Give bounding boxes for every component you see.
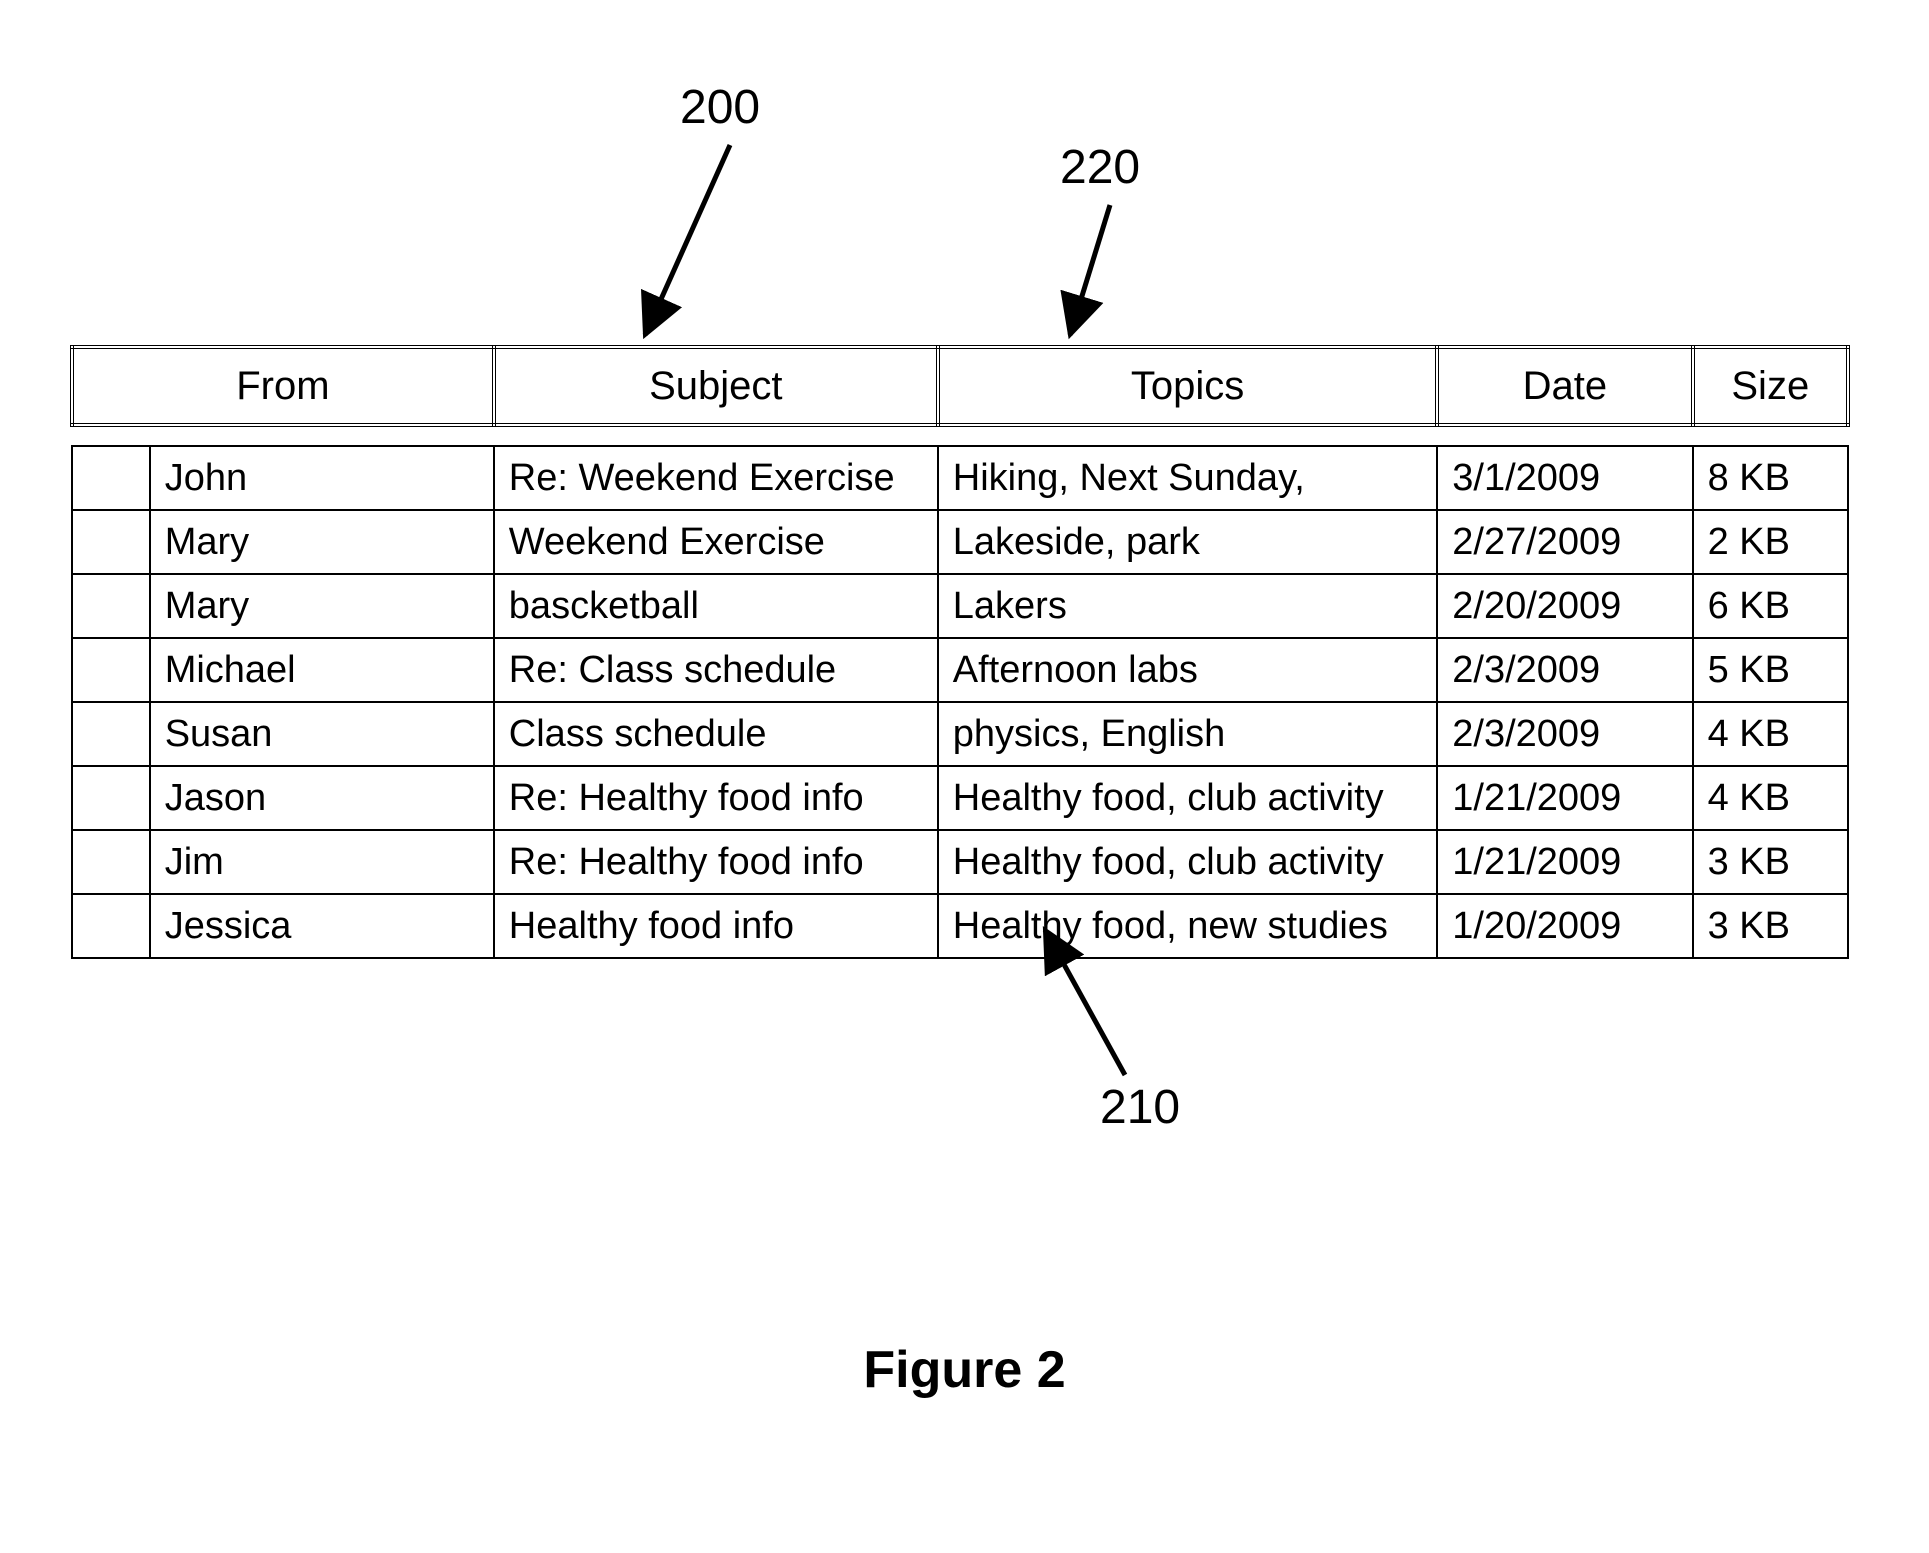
cell-size: 5 KB xyxy=(1693,638,1848,702)
row-selector[interactable] xyxy=(72,830,150,894)
cell-topics: Healthy food, club activity xyxy=(938,830,1437,894)
cell-subject: bascketball xyxy=(494,574,938,638)
col-header-topics[interactable]: Topics xyxy=(938,347,1437,425)
cell-size: 6 KB xyxy=(1693,574,1848,638)
cell-from: Mary xyxy=(150,510,494,574)
table-row[interactable]: Mary Weekend Exercise Lakeside, park 2/2… xyxy=(72,510,1848,574)
cell-date: 3/1/2009 xyxy=(1437,446,1692,510)
row-selector[interactable] xyxy=(72,574,150,638)
cell-from: Jessica xyxy=(150,894,494,958)
annotation-200: 200 xyxy=(680,80,760,135)
cell-from: Jim xyxy=(150,830,494,894)
cell-size: 8 KB xyxy=(1693,446,1848,510)
email-table: From Subject Topics Date Size John Re: W… xyxy=(70,345,1850,959)
cell-from: John xyxy=(150,446,494,510)
cell-size: 2 KB xyxy=(1693,510,1848,574)
cell-from: Susan xyxy=(150,702,494,766)
cell-topics: Hiking, Next Sunday, xyxy=(938,446,1437,510)
cell-topics: physics, English xyxy=(938,702,1437,766)
cell-topics: Healthy food, new studies xyxy=(938,894,1437,958)
cell-subject: Re: Class schedule xyxy=(494,638,938,702)
table-row[interactable]: John Re: Weekend Exercise Hiking, Next S… xyxy=(72,446,1848,510)
row-selector[interactable] xyxy=(72,894,150,958)
row-selector[interactable] xyxy=(72,702,150,766)
cell-date: 1/20/2009 xyxy=(1437,894,1692,958)
cell-subject: Re: Healthy food info xyxy=(494,766,938,830)
table-row[interactable]: Susan Class schedule physics, English 2/… xyxy=(72,702,1848,766)
figure-caption: Figure 2 xyxy=(0,1340,1929,1400)
cell-from: Jason xyxy=(150,766,494,830)
cell-subject: Re: Weekend Exercise xyxy=(494,446,938,510)
row-selector[interactable] xyxy=(72,446,150,510)
row-selector[interactable] xyxy=(72,638,150,702)
annotation-210: 210 xyxy=(1100,1080,1180,1135)
table-row[interactable]: Jim Re: Healthy food info Healthy food, … xyxy=(72,830,1848,894)
annotation-220: 220 xyxy=(1060,140,1140,195)
cell-from: Michael xyxy=(150,638,494,702)
table-row[interactable]: Michael Re: Class schedule Afternoon lab… xyxy=(72,638,1848,702)
cell-subject: Healthy food info xyxy=(494,894,938,958)
row-selector[interactable] xyxy=(72,766,150,830)
cell-subject: Re: Healthy food info xyxy=(494,830,938,894)
cell-date: 2/3/2009 xyxy=(1437,638,1692,702)
cell-size: 4 KB xyxy=(1693,766,1848,830)
cell-date: 1/21/2009 xyxy=(1437,830,1692,894)
cell-topics: Afternoon labs xyxy=(938,638,1437,702)
cell-size: 3 KB xyxy=(1693,830,1848,894)
table-row[interactable]: Mary bascketball Lakers 2/20/2009 6 KB xyxy=(72,574,1848,638)
figure-canvas: 200 220 210 From Sub xyxy=(0,0,1929,1553)
table-header-row: From Subject Topics Date Size xyxy=(72,347,1848,425)
cell-date: 2/27/2009 xyxy=(1437,510,1692,574)
col-header-subject[interactable]: Subject xyxy=(494,347,938,425)
col-header-date[interactable]: Date xyxy=(1437,347,1692,425)
cell-date: 2/3/2009 xyxy=(1437,702,1692,766)
cell-subject: Weekend Exercise xyxy=(494,510,938,574)
cell-topics: Lakeside, park xyxy=(938,510,1437,574)
col-header-size[interactable]: Size xyxy=(1693,347,1848,425)
table-row[interactable]: Jason Re: Healthy food info Healthy food… xyxy=(72,766,1848,830)
cell-size: 3 KB xyxy=(1693,894,1848,958)
cell-topics: Healthy food, club activity xyxy=(938,766,1437,830)
cell-subject: Class schedule xyxy=(494,702,938,766)
cell-topics: Lakers xyxy=(938,574,1437,638)
row-selector[interactable] xyxy=(72,510,150,574)
col-header-from[interactable]: From xyxy=(72,347,494,425)
cell-from: Mary xyxy=(150,574,494,638)
cell-date: 2/20/2009 xyxy=(1437,574,1692,638)
table-row[interactable]: Jessica Healthy food info Healthy food, … xyxy=(72,894,1848,958)
cell-date: 1/21/2009 xyxy=(1437,766,1692,830)
cell-size: 4 KB xyxy=(1693,702,1848,766)
